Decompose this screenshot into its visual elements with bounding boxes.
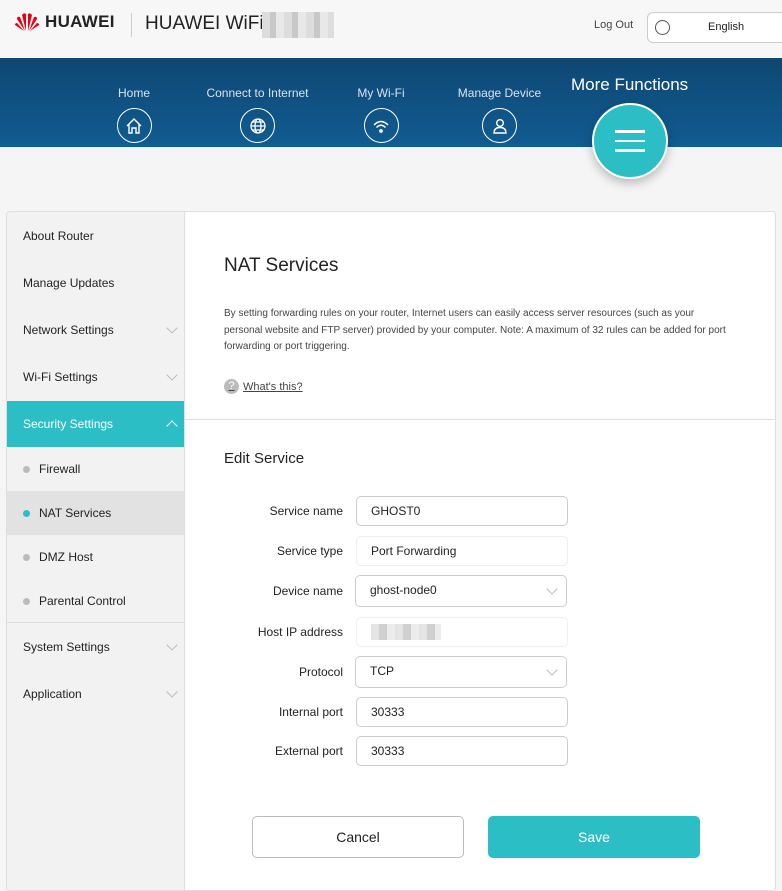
sidebar-item-wifi-settings[interactable]: Wi-Fi Settings: [7, 354, 184, 400]
label: Manage Updates: [23, 276, 115, 290]
bullet-icon: [23, 510, 30, 517]
protocol-select[interactable]: TCP: [355, 656, 567, 688]
label: Parental Control: [39, 594, 126, 608]
bullet-icon: [23, 466, 30, 473]
huawei-logo: HUAWEI: [15, 12, 115, 32]
page-title: NAT Services: [224, 255, 339, 276]
page-description: By setting forwarding rules on your rout…: [224, 308, 726, 352]
label: NAT Services: [39, 506, 112, 520]
sidebar-item-about-router[interactable]: About Router: [7, 213, 184, 259]
label: Security Settings: [23, 417, 114, 431]
chevron-up-icon: [166, 420, 178, 432]
label: System Settings: [23, 640, 110, 654]
label: DMZ Host: [39, 550, 93, 564]
brand-name: HUAWEI: [45, 12, 115, 31]
sidebar-sub-parental-control[interactable]: Parental Control: [7, 579, 184, 623]
nav-home[interactable]: Home: [104, 86, 164, 143]
more-functions-label: More Functions: [571, 75, 689, 94]
top-bar: HUAWEI HUAWEI WiFi Log Out English: [0, 0, 782, 58]
whats-this-link[interactable]: ? What's this?: [224, 379, 303, 394]
host-ip-field: [356, 617, 568, 647]
host-ip-label: Host IP address: [257, 625, 343, 639]
service-name-label: Service name: [269, 504, 343, 518]
product-name: HUAWEI WiFi: [145, 13, 264, 34]
divider: [7, 622, 184, 623]
internal-port-row: Internal port 30333: [185, 697, 585, 727]
divider: [185, 419, 775, 420]
settings-panel: About Router Manage Updates Network Sett…: [6, 211, 776, 891]
sidebar: About Router Manage Updates Network Sett…: [7, 212, 185, 890]
bullet-icon: [23, 598, 30, 605]
label: Wi-Fi Settings: [23, 370, 98, 384]
external-port-input[interactable]: 30333: [356, 736, 568, 766]
sidebar-item-manage-updates[interactable]: Manage Updates: [7, 260, 184, 306]
redacted-model: [262, 12, 334, 38]
sidebar-item-network-settings[interactable]: Network Settings: [7, 307, 184, 353]
chevron-down-icon: [166, 322, 178, 334]
sidebar-sub-dmz-host[interactable]: DMZ Host: [7, 535, 184, 579]
redacted-ip: [371, 624, 441, 640]
protocol-value: TCP: [370, 664, 394, 678]
service-name-input[interactable]: GHOST0: [356, 496, 568, 526]
save-button[interactable]: Save: [488, 816, 700, 858]
main-content: NAT Services By setting forwarding rules…: [185, 212, 775, 890]
service-type-label: Service type: [276, 544, 343, 558]
user-icon: [482, 108, 517, 143]
sidebar-item-application[interactable]: Application: [7, 671, 184, 717]
nav-connect-internet[interactable]: Connect to Internet: [200, 86, 315, 143]
internal-port-label: Internal port: [278, 705, 343, 719]
device-name-row: Device name ghost-node0: [185, 575, 585, 607]
service-type-row: Service type Port Forwarding: [185, 536, 585, 566]
question-icon: ?: [224, 379, 239, 394]
device-name-label: Device name: [272, 584, 343, 598]
language-select[interactable]: English: [647, 12, 782, 43]
logout-link[interactable]: Log Out: [594, 19, 634, 31]
external-port-label: External port: [274, 744, 343, 758]
device-name-select[interactable]: ghost-node0: [355, 575, 567, 607]
language-value: English: [708, 21, 745, 33]
cancel-button[interactable]: Cancel: [252, 816, 464, 858]
huawei-petal-icon: [15, 13, 39, 31]
sidebar-sub-nat-services[interactable]: NAT Services: [7, 491, 184, 535]
sidebar-item-system-settings[interactable]: System Settings: [7, 624, 184, 670]
chevron-down-icon: [546, 664, 558, 676]
more-functions-menu-icon[interactable]: [592, 103, 668, 179]
nav-label: My Wi-Fi: [357, 86, 405, 100]
section-title: Edit Service: [224, 450, 305, 467]
nav-my-wifi[interactable]: My Wi-Fi: [346, 86, 416, 143]
main-nav: Home Connect to Internet My Wi-Fi Manage…: [0, 58, 782, 147]
chevron-down-icon: [166, 369, 178, 381]
home-icon: [116, 108, 152, 143]
service-type-field: Port Forwarding: [356, 536, 568, 566]
external-port-row: External port 30333: [185, 736, 585, 766]
globe-icon: [240, 108, 275, 143]
nav-manage-device[interactable]: Manage Device: [452, 86, 547, 143]
label: Application: [23, 687, 82, 701]
nav-label: Home: [117, 86, 150, 100]
host-ip-row: Host IP address: [185, 617, 585, 647]
nav-label: Manage Device: [457, 86, 542, 100]
chevron-down-icon: [166, 686, 178, 698]
label: Network Settings: [23, 323, 114, 337]
service-name-row: Service name GHOST0: [185, 496, 585, 526]
protocol-row: Protocol TCP: [185, 656, 585, 688]
chevron-down-icon: [166, 639, 178, 651]
nav-label: Connect to Internet: [206, 86, 309, 100]
globe-icon: [655, 20, 670, 35]
device-value: ghost-node0: [370, 583, 437, 597]
sidebar-sub-firewall[interactable]: Firewall: [7, 447, 184, 491]
sidebar-item-security-settings[interactable]: Security Settings: [7, 401, 184, 447]
help-label: What's this?: [243, 380, 303, 393]
internal-port-input[interactable]: 30333: [356, 697, 568, 727]
divider: [131, 13, 132, 37]
protocol-label: Protocol: [298, 665, 343, 679]
chevron-down-icon: [546, 583, 558, 595]
bullet-icon: [23, 554, 30, 561]
label: About Router: [23, 229, 94, 243]
wifi-icon: [363, 108, 399, 143]
label: Firewall: [39, 462, 81, 476]
